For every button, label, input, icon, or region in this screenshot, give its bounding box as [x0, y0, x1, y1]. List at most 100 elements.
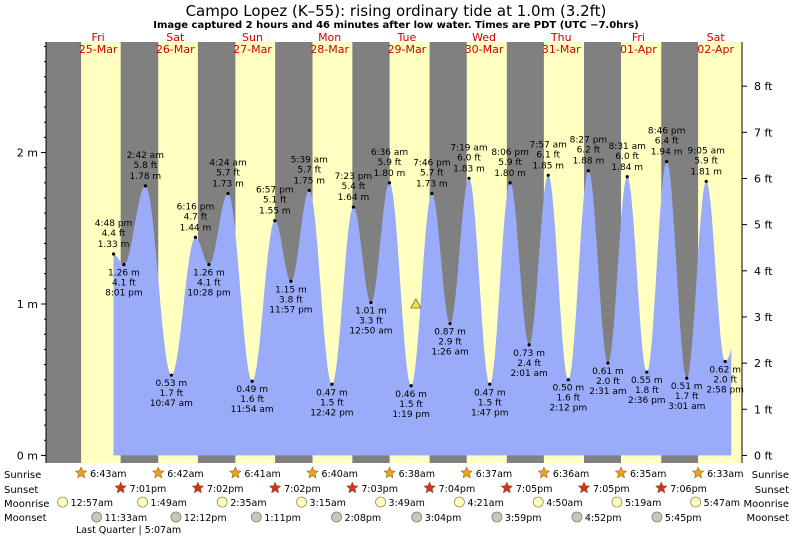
- low-tide-time: 1:19 pm: [392, 410, 430, 420]
- low-tide-time: 2:31 am: [589, 387, 626, 397]
- y-tick-label-left: 1 m: [17, 298, 38, 311]
- high-tide-height-m: 1.94 m: [651, 148, 683, 158]
- day-of-week-label: Sat: [707, 31, 726, 44]
- low-tide-point: [207, 263, 211, 267]
- y-tick-label-right: 2 ft: [754, 357, 773, 370]
- moonset-time: 4:52pm: [585, 513, 622, 524]
- moonrise-time: 1:49am: [151, 498, 187, 509]
- high-tide-time: 7:57 am: [530, 140, 567, 150]
- low-tide-point: [250, 379, 254, 383]
- low-tide-point: [369, 300, 373, 305]
- sunrise-icon: [537, 466, 551, 479]
- y-tick-label-right: 3 ft: [754, 311, 773, 324]
- high-tide-time: 9:05 am: [688, 146, 725, 156]
- high-tide-height-m: 1.84 m: [611, 163, 643, 173]
- moonrise-icon: [611, 496, 623, 508]
- moonrise-icon: [690, 496, 702, 508]
- sunset-icon: [577, 481, 591, 494]
- moonrise-row-label-left: Moonrise: [4, 499, 49, 510]
- low-tide-point: [122, 263, 126, 267]
- high-tide-time: 8:27 pm: [570, 136, 608, 146]
- sunrise-icon: [383, 466, 396, 479]
- high-tide-time: 2:42 am: [127, 151, 164, 161]
- low-tide-time: 1:26 am: [431, 348, 468, 358]
- high-tide-height-ft: 4.7 ft: [184, 212, 208, 222]
- low-tide-height-m: 0.53 m: [156, 379, 188, 389]
- sunrise-row-label-right: Sunrise: [752, 470, 789, 481]
- sunrise-time: 6:41am: [244, 469, 280, 480]
- high-tide-height-m: 1.55 m: [259, 207, 291, 217]
- high-tide-time: 7:19 am: [450, 143, 487, 153]
- moonrise-time: 4:21am: [467, 498, 503, 509]
- low-tide-point: [289, 279, 293, 283]
- y-tick-label-right: 1 ft: [754, 403, 773, 416]
- sunset-icon: [345, 481, 359, 494]
- moonrise-icon: [137, 496, 148, 508]
- low-tide-time: 2:12 pm: [550, 404, 588, 414]
- high-tide-height-ft: 4.4 ft: [102, 229, 126, 239]
- current-tide-marker: [410, 298, 422, 309]
- high-tide-height-ft: 5.4 ft: [342, 182, 366, 192]
- sunrise-icon: [151, 466, 165, 479]
- day-of-week-label: Fri: [632, 31, 645, 44]
- sunrise-time: 6:40am: [322, 469, 358, 480]
- low-tide-height-ft: 2.9 ft: [438, 338, 462, 348]
- y-tick-label-left: 0 m: [17, 449, 38, 462]
- sunrise-icon: [614, 466, 628, 479]
- low-tide-point: [488, 382, 492, 386]
- sunrise-time: 6:35am: [630, 469, 666, 480]
- y-tick-label-left: 2 m: [17, 147, 38, 160]
- y-tick-label-right: 5 ft: [754, 219, 773, 232]
- high-tide-time: 6:16 pm: [177, 202, 215, 212]
- sun-moon-table: 6:43am 6:42am 6:41am 6:40am 6:38am 6:37am 6:36…: [57, 466, 744, 524]
- low-tide-time: 10:28 pm: [187, 289, 230, 299]
- high-tide-point: [704, 179, 708, 183]
- high-tide-time: 4:48 pm: [95, 219, 133, 229]
- high-tide-height-m: 1.88 m: [573, 157, 605, 167]
- high-tide-height-ft: 6.4 ft: [655, 137, 679, 147]
- current-tide-triangle: [410, 298, 422, 309]
- high-tide-height-ft: 5.9 ft: [498, 158, 522, 168]
- y-tick-label-right: 4 ft: [754, 265, 773, 278]
- tide-water-area: [113, 161, 732, 456]
- low-tide-height-m: 0.87 m: [434, 328, 466, 338]
- chart-subtitle: Image captured 2 hours and 46 minutes af…: [153, 20, 638, 31]
- day-of-week-label: Wed: [472, 31, 496, 44]
- y-tick-label-right: 7 ft: [754, 126, 773, 139]
- sunrise-icon: [691, 466, 705, 479]
- low-tide-height-ft: 1.6 ft: [556, 394, 580, 404]
- high-tide-height-m: 1.85 m: [532, 161, 564, 171]
- day-of-week-label: Mon: [318, 31, 341, 44]
- day-of-week-label: Sun: [242, 31, 263, 44]
- low-tide-height-ft: 4.1 ft: [197, 279, 221, 289]
- high-tide-point: [546, 173, 550, 177]
- high-tide-time: 6:36 am: [371, 148, 408, 158]
- high-tide-point: [143, 184, 147, 188]
- low-tide-height-m: 0.46 m: [395, 390, 427, 400]
- high-tide-time: 6:57 pm: [256, 186, 294, 196]
- date-label: 30-Mar: [465, 43, 504, 56]
- sunrise-time: 6:33am: [707, 469, 743, 480]
- high-tide-height-m: 1.33 m: [98, 240, 130, 250]
- low-tide-time: 12:42 pm: [310, 408, 353, 418]
- high-tide-height-ft: 5.1 ft: [263, 196, 287, 206]
- low-tide-height-m: 1.15 m: [275, 285, 307, 295]
- low-tide-height-m: 1.01 m: [355, 306, 387, 316]
- sunrise-time: 6:38am: [399, 469, 435, 480]
- high-tide-height-m: 1.44 m: [180, 223, 212, 233]
- high-tide-height-m: 1.80 m: [494, 169, 526, 179]
- low-tide-point: [723, 359, 727, 364]
- high-tide-height-ft: 6.2 ft: [577, 146, 601, 156]
- sunset-time: 7:05pm: [516, 484, 553, 495]
- high-tide-height-m: 1.75 m: [293, 176, 325, 186]
- sunset-row-label-right: Sunset: [755, 485, 789, 496]
- sunset-time: 7:06pm: [670, 484, 707, 495]
- high-tide-point: [625, 175, 629, 179]
- low-tide-point: [409, 384, 413, 388]
- moonset-row-label-left: Moonset: [4, 513, 47, 524]
- high-tide-height-m: 1.64 m: [338, 193, 370, 203]
- low-tide-time: 10:47 am: [150, 399, 193, 409]
- sunset-time: 7:02pm: [284, 484, 321, 495]
- date-label: 28-Mar: [310, 43, 349, 56]
- moonrise-time: 12:57am: [71, 498, 113, 509]
